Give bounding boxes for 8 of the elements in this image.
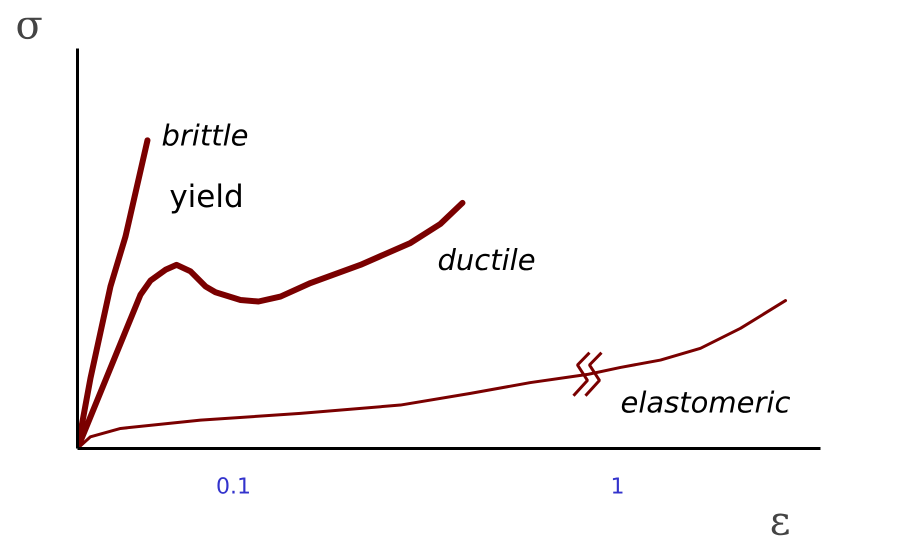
series-label: brittle (161, 118, 249, 152)
annotation: yield (169, 178, 244, 215)
legend-label: elastomeric (620, 386, 790, 420)
y-axis-title: σ (16, 2, 43, 48)
x-axis-title: ε (770, 498, 791, 544)
x-tick-label: 0.1 (216, 474, 251, 500)
series-label: ductile (437, 242, 536, 277)
x-tick-label: 1 (610, 474, 624, 500)
